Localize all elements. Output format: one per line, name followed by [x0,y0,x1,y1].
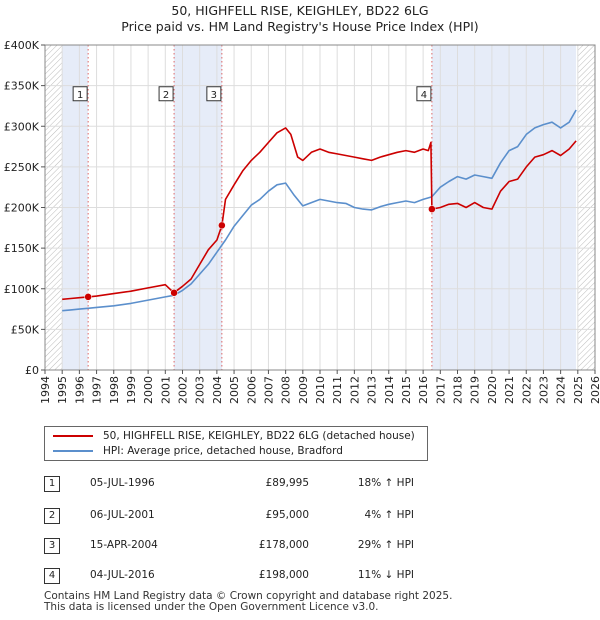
legend-item-property: 50, HIGHFELL RISE, KEIGHLEY, BD22 6LG (d… [53,429,415,443]
legend-swatch-hpi [53,450,93,452]
transaction-price: £95,000 [265,509,309,521]
x-tick-label: 2009 [297,376,310,404]
sale-label-box [72,86,88,102]
property-series-line [62,127,577,301]
transaction-hpi-change: 18% ↑ HPI [357,477,414,489]
x-tick-label: 2000 [142,376,155,404]
sale-point [218,221,226,230]
x-tick-label: 2005 [228,376,241,404]
y-tick-label: £350K [4,80,40,93]
chart-legend: 50, HIGHFELL RISE, KEIGHLEY, BD22 6LG (d… [44,426,428,461]
transaction-price: £198,000 [258,569,309,581]
transaction-number-badge: 3 [44,538,60,554]
footer-attribution: Contains HM Land Registry data © Crown c… [44,591,452,613]
transaction-date: 05-JUL-1996 [90,477,155,489]
x-tick-label: 1996 [73,376,86,404]
transaction-hpi-change: 11% ↓ HPI [357,569,414,581]
sale-label-box [416,86,432,102]
sale-label-number: 1 [77,90,83,101]
transaction-row: 4 04-JUL-2016 £198,000 11% ↓ HPI [44,568,464,586]
sale-point [428,205,436,213]
sale-label-number: 4 [421,90,427,101]
transaction-row: 3 15-APR-2004 £178,000 29% ↑ HPI [44,538,464,556]
y-tick-label: £300K [4,120,40,133]
transaction-price: £89,995 [265,477,309,489]
x-tick-label: 1998 [108,376,121,404]
x-tick-label: 2013 [366,376,379,404]
x-tick-label: 1995 [56,376,69,404]
transaction-number-badge: 1 [44,476,60,492]
transaction-price: £178,000 [258,539,309,551]
x-tick-label: 2001 [159,376,172,404]
chart-title: 50, HIGHFELL RISE, KEIGHLEY, BD22 6LG [171,3,429,18]
transaction-hpi-change: 4% ↑ HPI [364,509,414,521]
x-tick-label: 2017 [434,376,447,404]
x-tick-label: 2023 [537,376,550,404]
footer-copyright: Contains HM Land Registry data © Crown c… [44,590,453,602]
y-tick-label: £0 [25,364,39,377]
sale-point [170,289,178,297]
chart-subtitle: Price paid vs. HM Land Registry's House … [121,19,479,34]
y-tick-label: £400K [4,39,40,52]
x-tick-label: 2024 [555,376,568,404]
y-tick-label: £150K [4,242,40,255]
x-tick-label: 2019 [469,376,482,404]
legend-swatch-property [53,435,93,437]
transaction-number-badge: 2 [44,508,60,524]
sale-label-box [206,86,222,102]
transaction-hpi-change: 29% ↑ HPI [357,539,414,551]
transaction-date: 04-JUL-2016 [90,569,155,581]
x-tick-label: 2022 [520,376,533,404]
x-tick-label: 2021 [503,376,516,404]
x-tick-label: 2006 [245,376,258,404]
transaction-date: 15-APR-2004 [90,539,158,551]
sale-label-box [158,86,174,102]
transaction-row: 2 06-JUL-2001 £95,000 4% ↑ HPI [44,508,464,526]
transaction-date: 06-JUL-2001 [90,509,155,521]
x-tick-label: 2015 [400,376,413,404]
x-tick-label: 2016 [417,376,430,404]
legend-label-property: 50, HIGHFELL RISE, KEIGHLEY, BD22 6LG (d… [103,430,415,442]
x-tick-label: 2002 [177,376,190,404]
x-tick-label: 2003 [194,376,207,404]
transaction-number-badge: 4 [44,568,60,584]
x-tick-label: 1997 [91,376,104,404]
y-tick-label: £200K [4,202,40,215]
x-tick-label: 2011 [331,376,344,404]
x-tick-label: 2025 [572,376,585,404]
x-tick-label: 2010 [314,376,327,404]
y-tick-label: £100K [4,283,40,296]
x-tick-label: 1999 [125,376,138,404]
x-tick-label: 2004 [211,376,224,404]
sale-label-number: 2 [163,90,169,101]
price-chart: 1 2 3 4 £0 £50K £100K £150K £200K £250K £300K £350K… [4,39,600,404]
y-tick-label: £50K [11,323,40,336]
x-tick-label: 2014 [383,376,396,404]
legend-item-hpi: HPI: Average price, detached house, Brad… [53,444,343,458]
legend-label-hpi: HPI: Average price, detached house, Brad… [103,445,343,457]
transaction-row: 1 05-JUL-1996 £89,995 18% ↑ HPI [44,476,464,494]
x-tick-label: 2008 [280,376,293,404]
y-tick-label: £250K [4,161,40,174]
x-tick-label: 2007 [262,376,275,404]
footer-licence: This data is licensed under the Open Gov… [44,601,379,613]
x-tick-label: 2012 [348,376,361,404]
x-tick-label: 2020 [486,376,499,404]
x-tick-label: 2026 [589,376,600,404]
x-tick-label: 2018 [452,376,465,404]
x-tick-label: 1994 [39,376,52,404]
sale-point [84,293,92,301]
sale-label-number: 3 [211,90,217,101]
